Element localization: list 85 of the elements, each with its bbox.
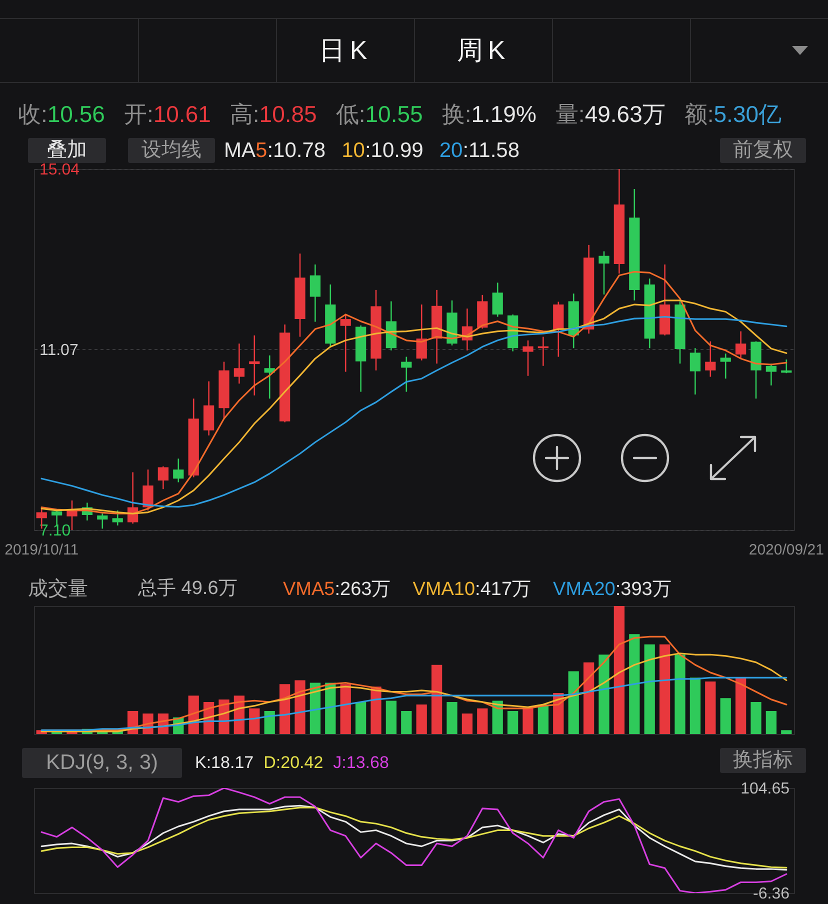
text: 额:5.30亿 bbox=[684, 100, 782, 126]
bar bbox=[598, 654, 610, 734]
button: 叠加 bbox=[28, 138, 106, 163]
button: 设均线 bbox=[128, 138, 215, 163]
bar bbox=[492, 700, 503, 734]
chart-title: KDJ(9, 3, 3) bbox=[46, 751, 158, 774]
bar bbox=[355, 702, 366, 734]
text: VMA5:263万 bbox=[283, 579, 391, 600]
chart-title: 成交量 bbox=[28, 578, 88, 600]
y-tick-label: 7.10 bbox=[40, 522, 71, 540]
bar bbox=[583, 662, 594, 734]
bar bbox=[401, 710, 412, 734]
bar bbox=[614, 606, 625, 734]
text: 量:49.63万 bbox=[555, 100, 666, 126]
candlestick bbox=[234, 342, 245, 384]
category-label: 日K bbox=[318, 34, 372, 67]
bar bbox=[294, 680, 306, 734]
bar bbox=[538, 704, 549, 734]
bar bbox=[431, 664, 442, 734]
tab-bar: 日K 周K bbox=[0, 18, 828, 83]
bar bbox=[249, 708, 260, 734]
bar bbox=[781, 730, 792, 734]
candlestick bbox=[735, 330, 746, 359]
bar bbox=[279, 684, 290, 734]
text: J:13.68 bbox=[333, 753, 389, 772]
bar bbox=[340, 684, 351, 734]
candlestick bbox=[522, 340, 534, 377]
candlestick bbox=[492, 282, 503, 318]
y-tick-label: 104.65 bbox=[740, 780, 790, 798]
bar bbox=[750, 702, 762, 734]
bar bbox=[629, 634, 640, 734]
text: MA5:10.78 bbox=[224, 139, 326, 162]
bar bbox=[446, 702, 458, 734]
bar bbox=[735, 678, 746, 734]
candlestick bbox=[310, 264, 321, 322]
text: 开:10.61 bbox=[124, 100, 211, 126]
bar bbox=[644, 644, 655, 734]
candlestick bbox=[705, 340, 716, 378]
button: KDJ(9, 3, 3) bbox=[22, 748, 182, 778]
candlestick bbox=[112, 510, 123, 526]
text: 收:10.56 bbox=[18, 100, 105, 126]
x-tick-label: 2019/10/11 bbox=[4, 542, 79, 558]
bar bbox=[522, 708, 534, 734]
x-tick-label: 2020/09/21 bbox=[748, 542, 824, 558]
text: 20:11.58 bbox=[439, 139, 520, 162]
bar bbox=[386, 700, 397, 734]
bar bbox=[264, 710, 275, 734]
bar bbox=[674, 654, 686, 734]
bar bbox=[568, 671, 579, 734]
candlestick bbox=[598, 250, 610, 296]
text: D:20.42 bbox=[264, 753, 324, 772]
bar bbox=[659, 644, 670, 734]
bar bbox=[507, 710, 518, 734]
y-tick-label: -6.36 bbox=[753, 886, 790, 902]
y-tick-label: 15.04 bbox=[40, 162, 80, 178]
candlestick bbox=[158, 466, 169, 490]
bar bbox=[477, 708, 488, 734]
bar bbox=[705, 682, 716, 734]
text: 总手 49.6万 bbox=[138, 578, 238, 599]
button: 换指标 bbox=[720, 748, 806, 773]
bar bbox=[462, 714, 473, 734]
bar bbox=[720, 698, 731, 734]
candlestick bbox=[766, 362, 777, 386]
bar bbox=[416, 704, 427, 734]
candlestick bbox=[720, 352, 731, 380]
candlestick bbox=[173, 458, 184, 483]
y-tick-label: 11.07 bbox=[40, 342, 78, 359]
candlestick bbox=[690, 347, 701, 396]
candlestick bbox=[416, 304, 427, 362]
candlestick bbox=[97, 512, 108, 530]
bar bbox=[766, 710, 777, 734]
candlestick bbox=[249, 334, 260, 396]
candlestick bbox=[401, 356, 412, 392]
text: 高:10.85 bbox=[230, 100, 317, 126]
text: VMA20:393万 bbox=[553, 579, 672, 600]
category-label: 周K bbox=[456, 34, 510, 67]
text: VMA10:417万 bbox=[412, 579, 532, 600]
text: 低:10.55 bbox=[336, 100, 423, 126]
candlestick bbox=[340, 314, 351, 372]
text: 10:10.99 bbox=[342, 139, 424, 162]
button: 前复权 bbox=[720, 138, 806, 163]
candlestick bbox=[142, 468, 154, 512]
text: 换:1.19% bbox=[442, 100, 536, 126]
text: K:18.17 bbox=[195, 753, 254, 772]
bar bbox=[690, 678, 701, 734]
